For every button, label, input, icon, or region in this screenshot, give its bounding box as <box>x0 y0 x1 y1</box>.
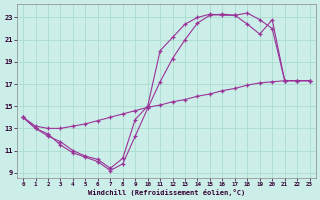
X-axis label: Windchill (Refroidissement éolien,°C): Windchill (Refroidissement éolien,°C) <box>88 189 245 196</box>
